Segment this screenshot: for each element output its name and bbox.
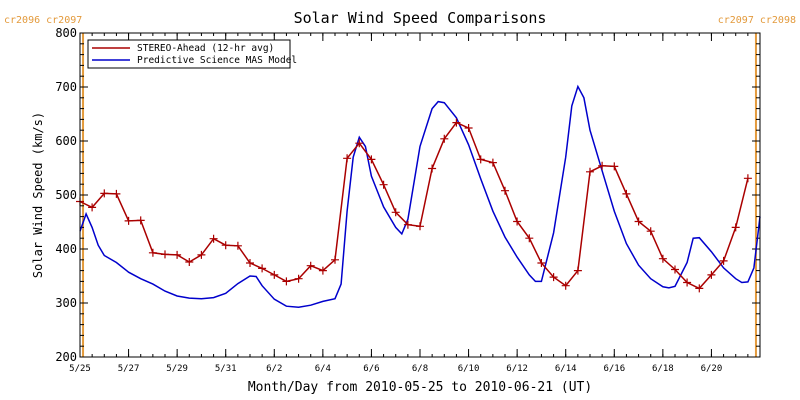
series-0-point-22 <box>343 154 352 163</box>
series-0-point-5 <box>136 216 145 225</box>
legend-box <box>87 39 291 69</box>
series-0-point-25 <box>379 180 388 189</box>
series-0-point-32 <box>464 124 473 132</box>
series-0-point-12 <box>221 241 230 250</box>
series-0-point-39 <box>549 273 558 282</box>
series-0-point-19 <box>306 261 315 270</box>
series-0-point-18 <box>294 274 303 283</box>
series-0-point-27 <box>403 220 412 229</box>
series-line-0 <box>79 121 749 290</box>
x-tick-label-5: 6/4 <box>315 364 331 374</box>
chart-title: Solar Wind Speed Comparisons <box>294 9 547 27</box>
series-0-point-21 <box>331 255 339 264</box>
y-axis-label: Solar Wind Speed (km/s) <box>31 112 45 278</box>
series-0-point-40 <box>561 281 570 290</box>
series-line-1 <box>79 84 761 309</box>
series-0-point-38 <box>537 259 546 267</box>
x-tick-label-12: 6/18 <box>652 364 674 374</box>
y-tick-label-4: 600 <box>55 134 77 148</box>
series-0-point-17 <box>282 277 291 286</box>
legend: STEREO-Ahead (12-hr avg) Predictive Scie… <box>87 39 297 69</box>
series-0-point-11 <box>209 234 218 243</box>
series-0-point-24 <box>367 155 376 164</box>
series-0-point-31 <box>452 118 461 127</box>
legend-label-stereo: STEREO-Ahead (12-hr avg) <box>137 43 274 54</box>
carrington-label-0: cr2096 cr2097 <box>4 15 82 26</box>
series-0-point-51 <box>695 284 704 293</box>
x-tick-label-7: 6/8 <box>412 364 428 374</box>
series-0-point-29 <box>428 164 437 173</box>
series-0-point-55 <box>743 174 752 183</box>
series-0-point-10 <box>197 250 206 259</box>
x-tick-label-13: 6/20 <box>701 364 723 374</box>
series-0-point-50 <box>683 278 692 287</box>
x-axis-label: Month/Day from 2010-05-25 to 2010-06-21 … <box>248 380 592 395</box>
x-tick-label-0: 5/25 <box>69 364 91 374</box>
series-0-point-8 <box>173 250 182 259</box>
series-0-point-48 <box>658 254 667 263</box>
x-tick-label-3: 5/31 <box>215 364 237 374</box>
y-tick-label-0: 200 <box>55 350 77 364</box>
y-tick-label-3: 500 <box>55 188 77 202</box>
series-0-point-43 <box>598 161 607 170</box>
series-0-point-3 <box>112 189 121 198</box>
carrington-label-1: cr2097 cr2098 <box>718 15 796 26</box>
x-tick-label-8: 6/10 <box>458 364 480 374</box>
series-layer <box>76 84 761 309</box>
y-tick-label-2: 400 <box>55 242 77 256</box>
x-tick-label-4: 6/2 <box>266 364 282 374</box>
series-0-point-2 <box>100 189 109 198</box>
y-tick-label-5: 700 <box>55 80 77 94</box>
series-0-point-23 <box>355 139 364 148</box>
series-0-point-14 <box>246 259 254 267</box>
x-tick-label-2: 5/29 <box>166 364 188 374</box>
legend-label-mas: Predictive Science MAS Model <box>137 55 297 66</box>
series-0-point-49 <box>671 265 679 274</box>
series-0-point-4 <box>124 216 133 225</box>
series-0-point-53 <box>719 256 728 265</box>
x-tick-label-6: 6/6 <box>363 364 379 374</box>
series-0-point-15 <box>258 264 267 273</box>
series-0-point-45 <box>622 189 631 198</box>
series-0-point-9 <box>185 258 194 266</box>
x-tick-label-10: 6/14 <box>555 364 577 374</box>
series-0-point-42 <box>586 167 594 176</box>
x-tick-label-1: 5/27 <box>118 364 140 374</box>
series-0-point-52 <box>707 270 716 279</box>
series-0-point-1 <box>88 203 97 212</box>
series-0-point-54 <box>731 223 740 232</box>
y-tick-label-6: 800 <box>55 26 77 40</box>
series-0-point-20 <box>318 266 327 275</box>
series-0-point-37 <box>525 234 534 243</box>
series-0-point-16 <box>270 270 279 279</box>
x-axis: 5/25 5/27 5/29 5/31 6/2 6/4 6/6 6/8 6/10 6/12 6/14… <box>69 33 761 374</box>
series-0-point-47 <box>646 227 655 236</box>
series-0-point-26 <box>391 208 400 217</box>
series-0-point-7 <box>161 250 169 259</box>
series-0-point-41 <box>573 266 582 275</box>
series-0-point-33 <box>476 155 485 164</box>
x-tick-label-11: 6/16 <box>603 364 625 374</box>
series-0-point-13 <box>233 241 242 250</box>
series-0-point-28 <box>416 222 424 231</box>
series-0-point-36 <box>513 217 522 226</box>
plot-frame <box>79 32 761 358</box>
series-0-point-46 <box>634 217 643 226</box>
y-axis: 200 300 400 500 600 700 800 <box>55 26 760 364</box>
x-tick-label-9: 6/12 <box>506 364 528 374</box>
series-0-point-35 <box>501 186 509 195</box>
y-tick-label-1: 300 <box>55 296 77 310</box>
series-0-point-44 <box>610 162 619 171</box>
series-0-point-34 <box>488 158 497 167</box>
series-0-point-6 <box>148 248 157 257</box>
series-0-point-30 <box>440 134 449 143</box>
